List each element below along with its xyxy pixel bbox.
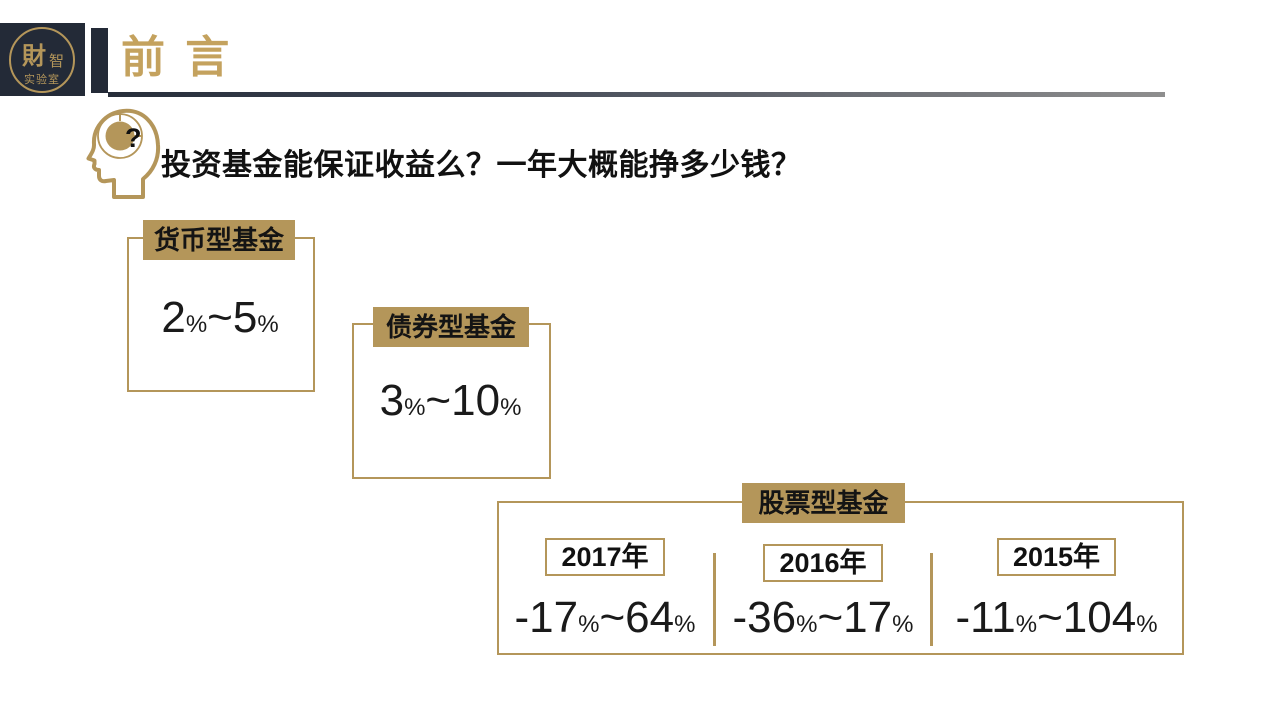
brand-logo: 財 智 实验室 xyxy=(0,23,85,96)
thinking-head-icon: ? xyxy=(86,108,161,199)
seal-char-side: 智 xyxy=(49,52,65,70)
stock-fund-2015-value: -11%~104% xyxy=(955,593,1158,642)
year-2015-chip-wrap: 2015年 xyxy=(933,538,1180,576)
stock-fund-2017-value: -17%~64% xyxy=(514,593,696,642)
money-fund-value: 2%~5% xyxy=(161,293,279,342)
question-mark-glyph: ? xyxy=(125,123,142,153)
stock-fund-label: 股票型基金 xyxy=(742,483,905,523)
question-text: 投资基金能保证收益么？一年大概能挣多少钱？ xyxy=(161,149,802,182)
year-2016-chip-wrap: 2016年 xyxy=(716,544,930,582)
title-accent-bar xyxy=(91,28,108,93)
seal-char-bottom: 实验室 xyxy=(24,73,60,86)
column-divider xyxy=(713,553,716,646)
page-title: 前 言 xyxy=(121,33,234,82)
column-divider xyxy=(930,553,933,646)
money-fund-label: 货币型基金 xyxy=(143,220,295,260)
money-fund-box xyxy=(127,237,315,392)
year-2016-chip: 2016年 xyxy=(763,544,883,582)
title-underline xyxy=(108,92,1165,97)
seal-char-main: 財 xyxy=(22,41,46,70)
brand-seal-icon: 財 智 实验室 xyxy=(9,27,75,93)
bond-fund-label: 债券型基金 xyxy=(373,307,529,347)
brain-circle-icon xyxy=(105,121,135,151)
stock-fund-2016-value: -36%~17% xyxy=(732,593,914,642)
year-2017-chip-wrap: 2017年 xyxy=(497,538,713,576)
year-2017-chip: 2017年 xyxy=(545,538,665,576)
year-2015-chip: 2015年 xyxy=(996,538,1117,576)
bond-fund-value: 3%~10% xyxy=(379,376,522,425)
